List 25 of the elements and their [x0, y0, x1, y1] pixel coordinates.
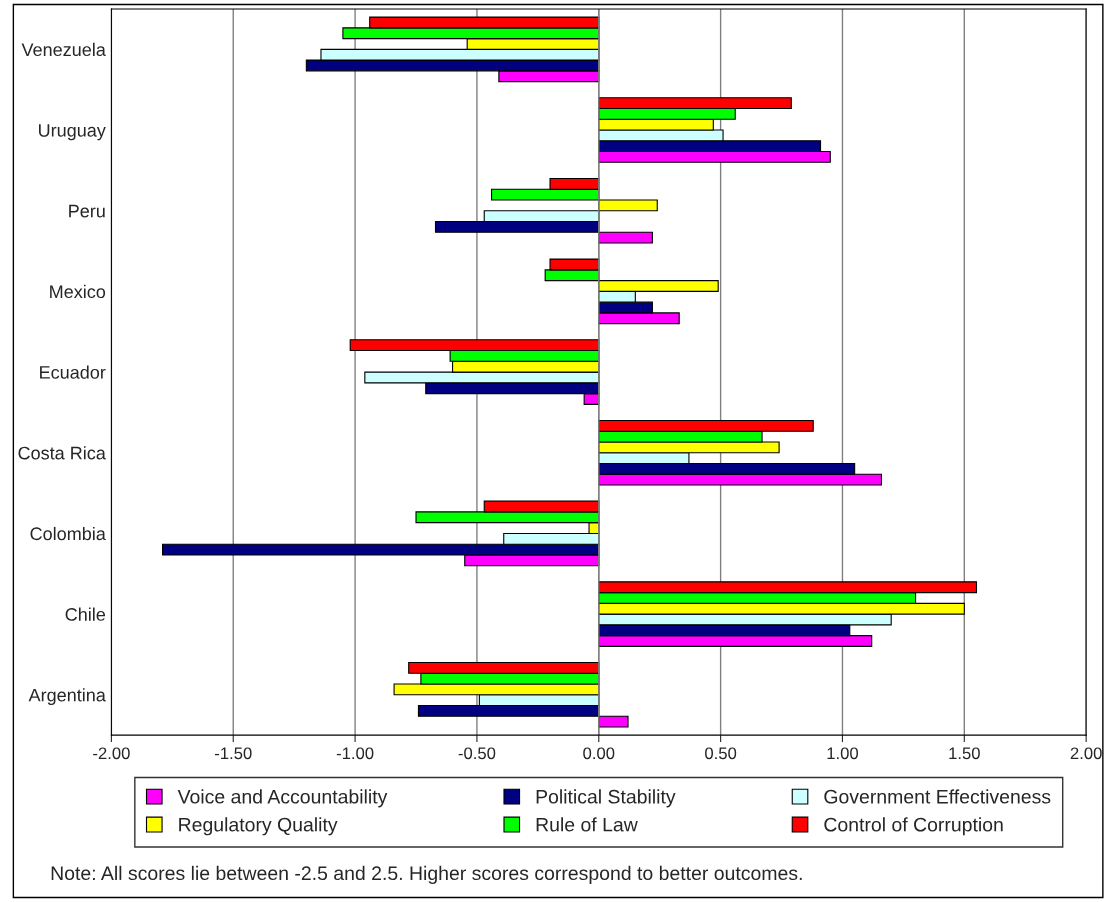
y-tick-label: Ecuador: [40, 365, 106, 379]
text: Note: All scores lie between -2.5 and 2.5. Higher scores correspond to better outcomes.: [51, 865, 802, 884]
x-tick-label: -1.00: [336, 747, 374, 760]
x-tick-label: 0.00: [583, 747, 615, 760]
legend-label: Government Effectiveness: [824, 789, 1051, 804]
y-tick-label: Costa Rica: [18, 446, 106, 460]
y-tick-label: Uruguay: [39, 124, 106, 141]
x-tick-label: 0.50: [705, 747, 737, 760]
y-tick-label: Mexico: [50, 284, 106, 299]
x-tick-label: -1.50: [214, 747, 252, 760]
legend-label: Rule of Law: [536, 817, 638, 832]
legend-label: Voice and Accountability: [177, 789, 388, 808]
x-tick-label: -2.00: [93, 747, 130, 760]
y-tick-label: Chile: [65, 607, 106, 621]
legend-label: Control of Corruption: [824, 817, 1003, 836]
legend-label: Political Stability: [536, 789, 676, 808]
y-tick-label: Argentina: [28, 688, 106, 706]
x-tick-label: 2.00: [1070, 747, 1102, 760]
legend-label: Regulatory Quality: [179, 817, 338, 836]
x-tick-label: 1.00: [827, 747, 859, 760]
y-tick-label: Venezuela: [21, 42, 106, 57]
x-tick-label: -0.50: [458, 747, 496, 760]
y-tick-label: Colombia: [30, 526, 106, 541]
y-tick-label: Peru: [69, 204, 105, 218]
x-tick-label: 1.50: [949, 747, 980, 760]
